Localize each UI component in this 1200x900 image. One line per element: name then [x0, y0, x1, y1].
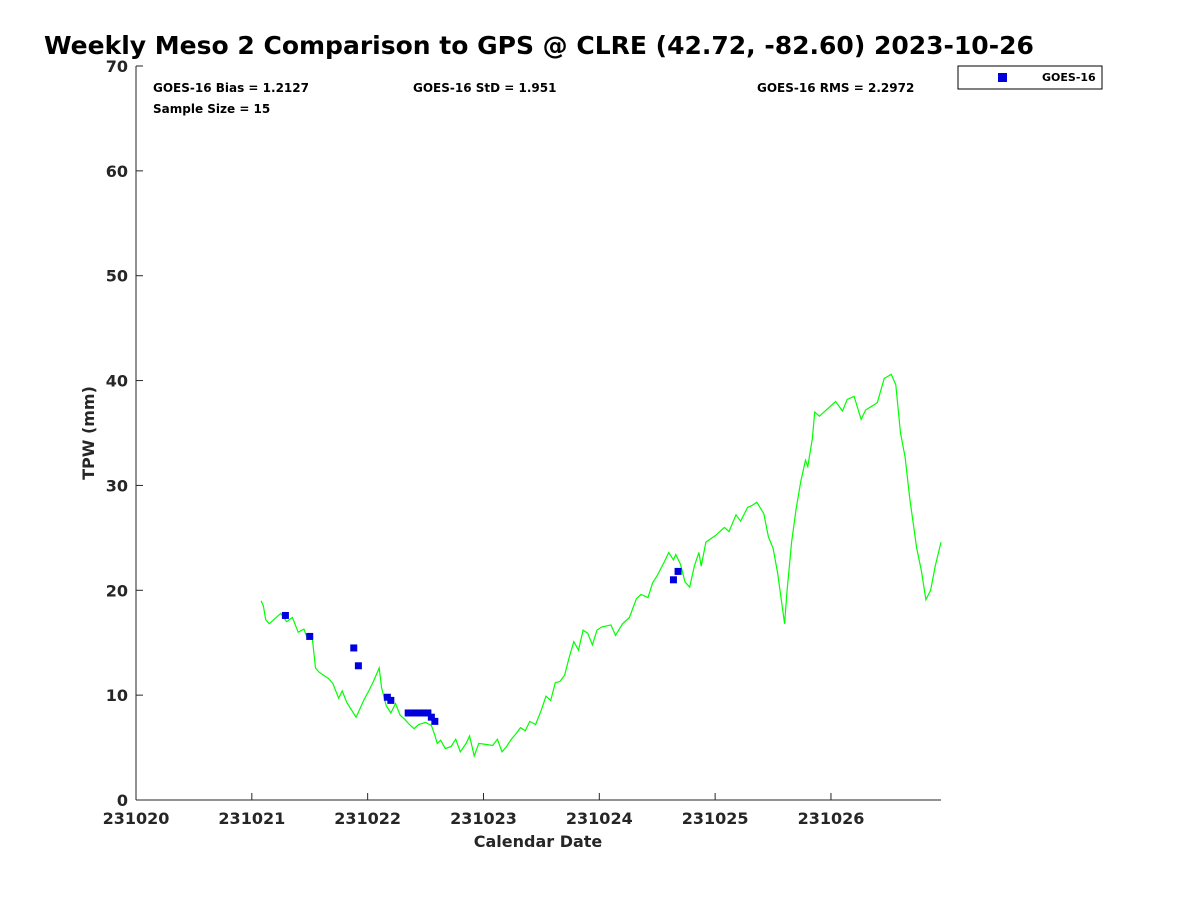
legend-label-goes16: GOES-16 [1042, 71, 1096, 84]
y-tick-label: 50 [106, 267, 128, 286]
legend-marker-goes16 [998, 73, 1007, 82]
x-tick-label: 231025 [682, 809, 749, 828]
goes16-point [415, 709, 423, 717]
gps-tpw-line [260, 373, 942, 759]
x-tick-label: 231021 [218, 809, 285, 828]
bias-stat: GOES-16 Bias = 1.2127 [153, 81, 309, 95]
y-tick-label: 40 [106, 372, 128, 391]
goes16-point [281, 611, 289, 619]
chart-title: Weekly Meso 2 Comparison to GPS @ CLRE (… [44, 31, 1034, 60]
goes16-point [674, 567, 682, 575]
x-tick-label: 231023 [450, 809, 517, 828]
y-tick-label: 30 [106, 476, 128, 495]
goes16-point [431, 717, 439, 725]
legend-box [957, 65, 1103, 90]
y-axis-label: TPW (mm) [79, 386, 98, 480]
goes16-point [387, 696, 395, 704]
plot-area: 0 10 20 30 40 50 60 70 231020 231021 231022 231023 2… [103, 57, 942, 828]
goes16-point [669, 576, 677, 584]
x-tick-label: 231026 [798, 809, 865, 828]
x-tick-label: 231022 [334, 809, 401, 828]
x-tick-label: 231024 [566, 809, 633, 828]
goes16-point [419, 709, 427, 717]
goes16-point [404, 709, 412, 717]
legend: GOES-16 [957, 65, 1103, 90]
sample-size-stat: Sample Size = 15 [153, 102, 270, 116]
y-tick-label: 0 [117, 791, 128, 810]
x-axis-label: Calendar Date [474, 832, 603, 851]
goes16-point [354, 662, 362, 670]
goes16-point [427, 713, 435, 721]
y-tick-label: 70 [106, 57, 128, 76]
std-stat: GOES-16 StD = 1.951 [413, 81, 556, 95]
y-tick-label: 10 [106, 686, 128, 705]
goes16-point [306, 632, 314, 640]
x-tick-label: 231020 [103, 809, 170, 828]
y-tick-label: 20 [106, 581, 128, 600]
rms-stat: GOES-16 RMS = 2.2972 [757, 81, 914, 95]
y-tick-label: 60 [106, 162, 128, 181]
goes16-point [410, 709, 418, 717]
goes16-point [424, 709, 432, 717]
goes16-point [350, 644, 358, 652]
